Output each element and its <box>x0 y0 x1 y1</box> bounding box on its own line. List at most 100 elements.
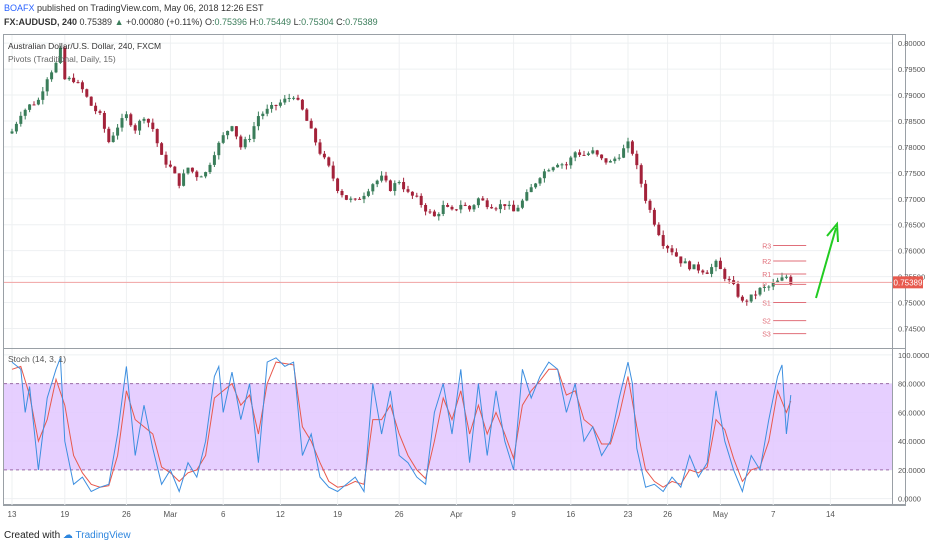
time-tick-label: 9 <box>511 510 516 519</box>
current-price-tag-label: 0.75389 <box>894 278 923 287</box>
candle-body <box>569 157 573 166</box>
candle-body <box>182 173 186 186</box>
candle-body <box>300 99 304 110</box>
candle-body <box>749 294 753 302</box>
candle-body <box>718 260 722 270</box>
candle-body <box>362 195 366 200</box>
stoch-tick-label: 0.0000 <box>898 495 921 504</box>
candle-body <box>388 180 392 191</box>
candle-body <box>274 104 278 106</box>
pivot-label-r1: R1 <box>762 272 771 279</box>
candle-body <box>226 130 230 136</box>
candle-body <box>657 224 661 236</box>
candle-body <box>371 184 375 192</box>
pivot-label-p: P <box>762 282 767 289</box>
candle-body <box>23 109 27 116</box>
candle-body <box>683 261 687 264</box>
candle-body <box>490 207 494 209</box>
candle-body <box>705 272 709 274</box>
candle-body <box>58 47 62 63</box>
candle-body <box>714 260 718 268</box>
footer: Created with ☁ TradingView <box>4 530 131 541</box>
close-label: C: <box>336 17 346 27</box>
candle-body <box>600 154 604 159</box>
candle-body <box>789 276 793 285</box>
price-tick-label: 0.80000 <box>898 39 925 48</box>
symbol-label: FX:AUDUSD, 240 <box>4 17 78 27</box>
candle-body <box>111 135 115 143</box>
pivot-label-r3: R3 <box>762 243 771 250</box>
candle-body <box>309 120 313 129</box>
stoch-tick-label: 100.0000 <box>898 351 929 360</box>
candle-body <box>454 209 458 211</box>
candle-body <box>336 178 340 191</box>
candle-body <box>551 167 555 171</box>
price-tick-label: 0.78500 <box>898 117 925 126</box>
time-axis-labels: 13 19 26 Mar 6 12 19 26 Apr 9 16 23 26 May 7 14 <box>8 510 836 519</box>
candle-body <box>195 171 199 178</box>
candle-body <box>472 205 476 210</box>
candle-body <box>72 77 76 83</box>
candle-body <box>366 191 370 196</box>
time-tick-label: 26 <box>663 510 672 519</box>
candle-body <box>120 118 124 128</box>
open-label: O: <box>204 17 215 27</box>
candle-body <box>701 270 705 273</box>
candle-body <box>780 277 784 281</box>
candle-body <box>186 167 190 174</box>
price-tick-label: 0.77000 <box>898 195 925 204</box>
low-label: L: <box>293 17 302 27</box>
candle-body <box>608 161 612 163</box>
candle-body <box>199 176 203 178</box>
candle-body <box>50 72 54 80</box>
candle-body <box>573 152 577 158</box>
candle-body <box>516 207 520 212</box>
candle-body <box>529 187 533 193</box>
candle-body <box>784 276 788 278</box>
candle-body <box>129 114 133 126</box>
candle-body <box>212 155 216 165</box>
candle-body <box>622 148 626 158</box>
candle-body <box>318 142 322 154</box>
candle-body <box>723 269 727 279</box>
stoch-tick-label: 60.0000 <box>898 408 925 417</box>
candle-body <box>116 127 120 136</box>
candle-body <box>217 142 221 156</box>
candle-body <box>10 131 14 134</box>
candle-body <box>36 99 40 105</box>
candle-body <box>604 158 608 163</box>
candle-body <box>754 294 758 296</box>
candle-body <box>463 204 467 206</box>
candle-body <box>767 286 771 288</box>
candle-body <box>340 190 344 196</box>
pivot-label-s3: S3 <box>762 332 771 339</box>
last-value: 0.75389 <box>79 17 113 27</box>
candle-body <box>740 296 744 301</box>
candle-body <box>591 150 595 154</box>
low-value: 0.75304 <box>301 17 334 27</box>
candle-body <box>397 182 401 184</box>
candle-body <box>278 102 282 106</box>
author-name[interactable]: BOAFX <box>4 3 35 13</box>
stoch-k-line <box>11 357 792 494</box>
pivot-label-s1: S1 <box>762 301 771 308</box>
candle-body <box>547 170 551 172</box>
candle-body <box>595 150 599 155</box>
candle-body <box>331 165 335 179</box>
candle-body <box>14 123 18 132</box>
time-tick-label: 13 <box>8 510 17 519</box>
candle-body <box>283 98 287 103</box>
high-label: H: <box>249 17 259 27</box>
candle-body <box>446 204 450 207</box>
candle-body <box>164 154 168 165</box>
candle-body <box>520 200 524 208</box>
candle-body <box>155 129 159 144</box>
published-text: published on TradingView.com, May 06, 20… <box>37 3 264 13</box>
candle-body <box>670 248 674 253</box>
candle-body <box>736 284 740 297</box>
candle-body <box>758 287 762 295</box>
tradingview-brand[interactable]: TradingView <box>75 530 131 541</box>
candle-body <box>133 125 137 131</box>
time-tick-label: 26 <box>395 510 404 519</box>
